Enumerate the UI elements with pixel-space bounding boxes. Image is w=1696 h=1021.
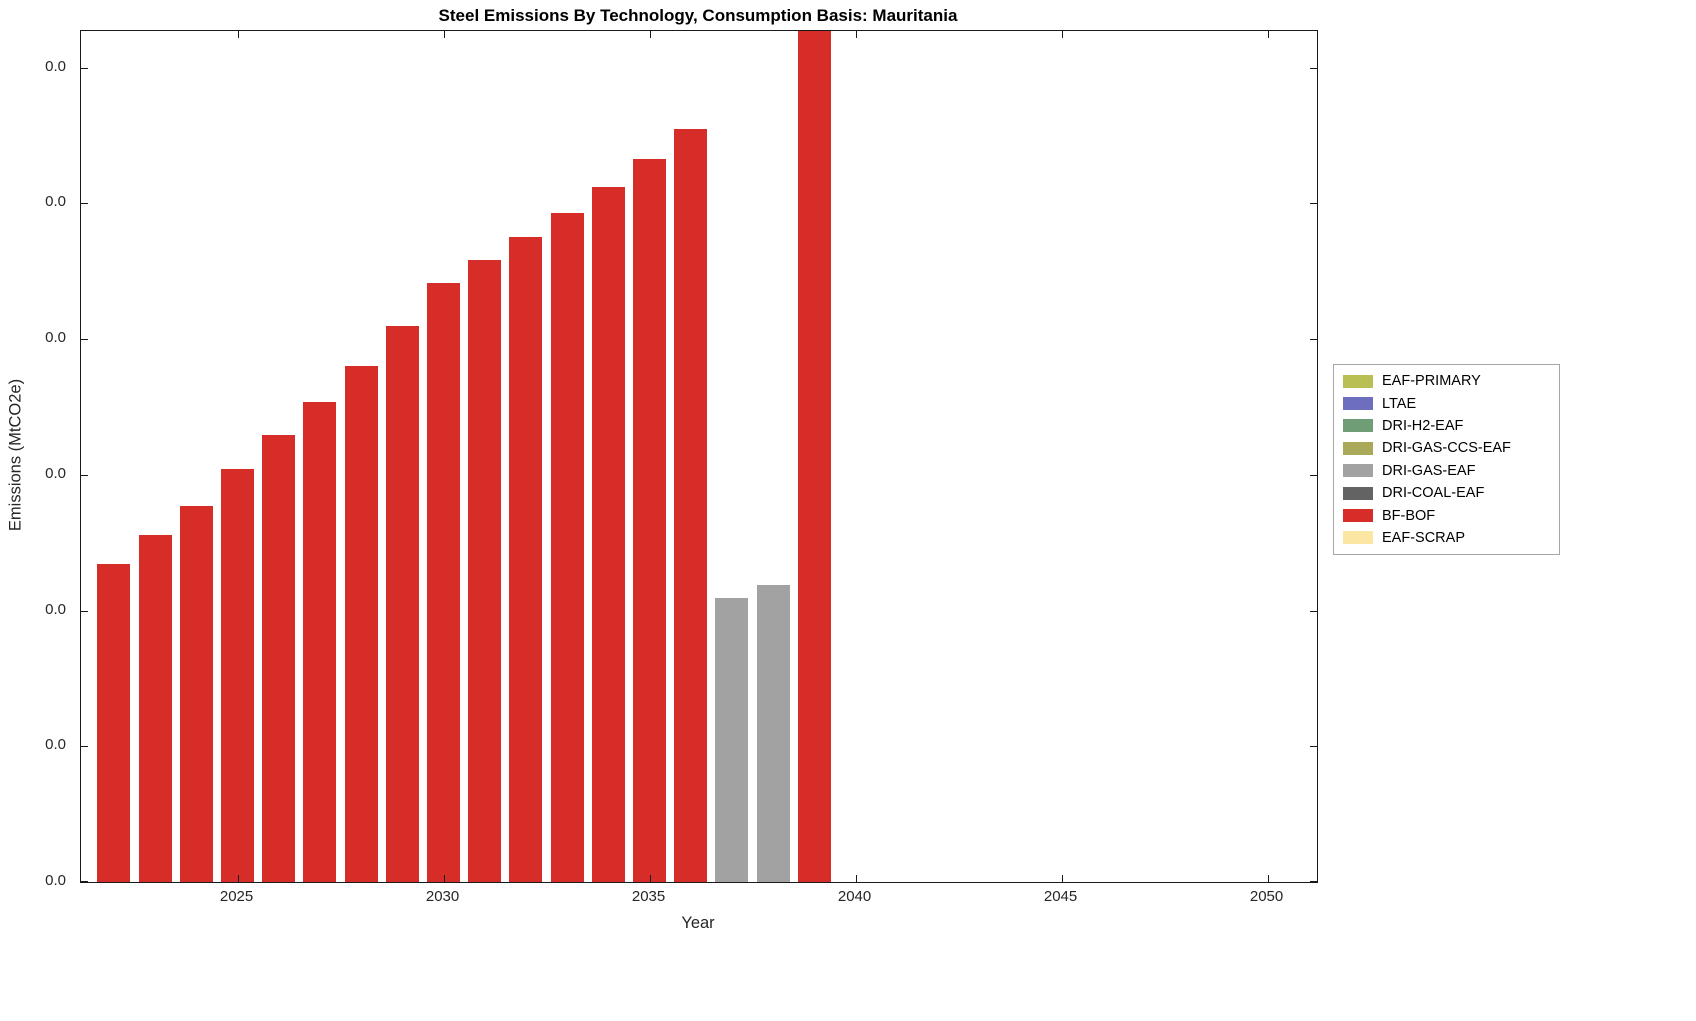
y-tick-mark: [81, 203, 88, 205]
x-axis-label: Year: [681, 914, 715, 932]
legend-item: DRI-H2-EAF: [1334, 415, 1559, 437]
y-tick-mark: [81, 881, 88, 882]
y-tick-mark: [1310, 746, 1317, 748]
x-tick-label: 2045: [1043, 888, 1078, 905]
legend-label: LTAE: [1382, 395, 1417, 412]
x-tick-label: 2040: [837, 888, 872, 905]
y-tick-mark: [1310, 474, 1317, 476]
legend-label: DRI-GAS-EAF: [1382, 462, 1476, 479]
bar-2029-bf-bof: [385, 325, 419, 882]
legend-item: DRI-COAL-EAF: [1334, 482, 1559, 504]
x-tick-label: 2050: [1249, 888, 1284, 905]
legend-item: DRI-GAS-CCS-EAF: [1334, 437, 1559, 459]
x-tick-mark: [1267, 31, 1269, 38]
x-tick-mark: [855, 875, 857, 882]
x-tick-mark: [649, 875, 651, 882]
bar-2024-bf-bof: [179, 506, 213, 882]
y-tick-label: 0.0: [45, 329, 66, 347]
x-tick-mark: [443, 875, 445, 882]
bar-2035-bf-bof: [633, 158, 667, 882]
y-tick-mark: [1310, 67, 1317, 69]
y-tick-mark: [1310, 610, 1317, 612]
x-tick-mark: [649, 31, 651, 38]
x-tick-mark: [1061, 875, 1063, 882]
bar-2025-bf-bof: [221, 469, 255, 882]
y-tick-label: 0.0: [45, 57, 66, 75]
y-tick-labels: 0.0 0.0 0.0 0.0 0.0 0.0 0.0: [0, 30, 72, 889]
y-tick-mark: [81, 67, 88, 69]
x-tick-mark: [1267, 875, 1269, 882]
chart-title: Steel Emissions By Technology, Consumpti…: [438, 6, 958, 25]
x-tick-mark: [237, 31, 239, 38]
legend-label: DRI-GAS-CCS-EAF: [1382, 440, 1511, 457]
legend-swatch-eaf-scrap: [1343, 531, 1373, 545]
x-tick-label: 2025: [219, 888, 254, 905]
bar-2022-bf-bof: [97, 564, 131, 882]
bar-2034-bf-bof: [591, 187, 625, 882]
legend-label: EAF-SCRAP: [1382, 529, 1465, 546]
y-tick-mark: [1310, 339, 1317, 341]
bar-2032-bf-bof: [509, 237, 543, 882]
bar-2039-bf-bof: [797, 31, 831, 882]
legend-swatch-ltae: [1343, 397, 1373, 411]
bar-2036-bf-bof: [674, 128, 708, 882]
legend-swatch-eaf-primary: [1343, 374, 1373, 388]
bar-2037-dri-gas-eaf: [715, 598, 749, 882]
y-tick-label: 0.0: [45, 600, 66, 618]
legend-swatch-dri-gas-eaf: [1343, 464, 1373, 478]
x-tick-mark: [237, 875, 239, 882]
x-tick-mark: [443, 31, 445, 38]
legend-swatch-dri-coal-eaf: [1343, 486, 1373, 500]
legend-item: LTAE: [1334, 392, 1559, 414]
legend: EAF-PRIMARY LTAE DRI-H2-EAF DRI-GAS-CCS-EAF…: [1333, 364, 1560, 556]
bar-2033-bf-bof: [550, 212, 584, 882]
y-tick-mark: [81, 610, 88, 612]
legend-label: EAF-PRIMARY: [1382, 373, 1481, 390]
x-tick-mark: [855, 31, 857, 38]
legend-swatch-dri-gas-ccs-eaf: [1343, 441, 1373, 455]
y-tick-label: 0.0: [45, 736, 66, 754]
x-tick-mark: [1061, 31, 1063, 38]
legend-item: DRI-GAS-EAF: [1334, 460, 1559, 482]
y-tick-label: 0.0: [45, 464, 66, 482]
x-tick-label: 2035: [631, 888, 666, 905]
legend-item: EAF-PRIMARY: [1334, 370, 1559, 392]
legend-label: DRI-COAL-EAF: [1382, 485, 1485, 502]
legend-item: BF-BOF: [1334, 504, 1559, 526]
legend-swatch-dri-h2-eaf: [1343, 419, 1373, 433]
x-tick-label: 2030: [425, 888, 460, 905]
plot-area: [80, 30, 1318, 883]
y-tick-mark: [1310, 881, 1317, 882]
y-tick-mark: [81, 746, 88, 748]
bar-2031-bf-bof: [468, 260, 502, 882]
bar-2023-bf-bof: [138, 534, 172, 882]
bar-2027-bf-bof: [303, 401, 337, 882]
bar-2026-bf-bof: [262, 435, 296, 882]
legend-swatch-bf-bof: [1343, 509, 1373, 523]
legend-label: BF-BOF: [1382, 507, 1436, 524]
y-tick-mark: [81, 339, 88, 341]
x-tick-labels: 2025 2030 2035 2040 2045 2050: [80, 888, 1316, 910]
y-tick-label: 0.0: [45, 193, 66, 211]
bar-2030-bf-bof: [427, 283, 461, 882]
legend-item: EAF-SCRAP: [1334, 527, 1559, 549]
bar-2038-dri-gas-eaf: [756, 584, 790, 882]
y-tick-label: 0.0: [45, 872, 66, 889]
bar-2028-bf-bof: [344, 366, 378, 882]
y-tick-mark: [81, 474, 88, 476]
legend-label: DRI-H2-EAF: [1382, 417, 1464, 434]
y-tick-mark: [1310, 203, 1317, 205]
